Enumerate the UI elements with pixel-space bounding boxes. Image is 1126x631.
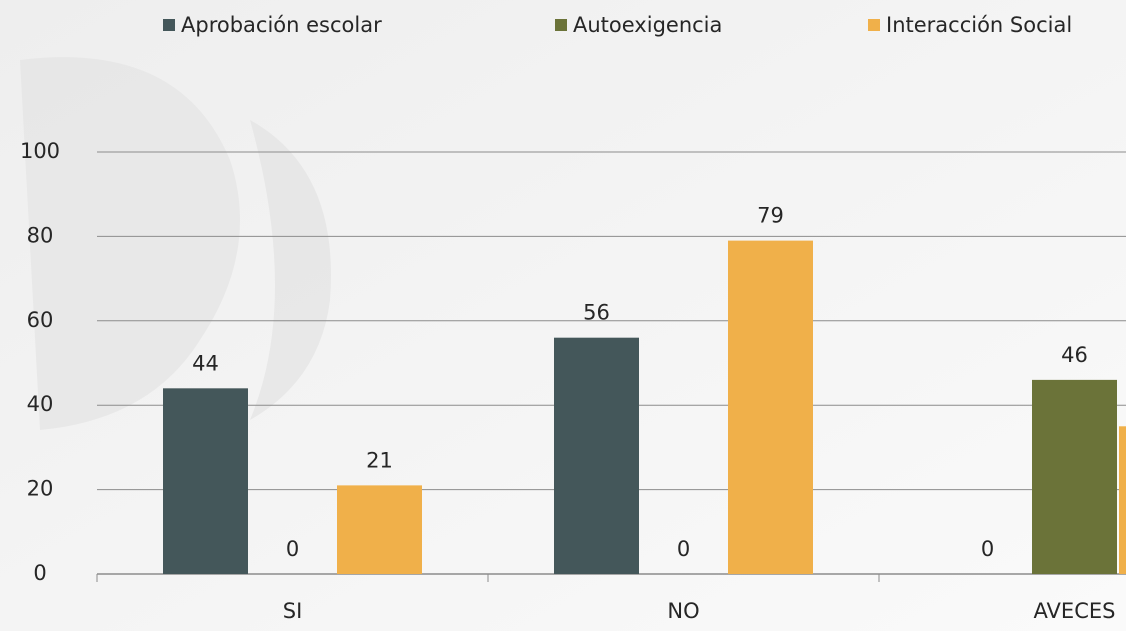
data-label: 0: [677, 537, 690, 561]
legend-label: Interacción Social: [886, 13, 1072, 37]
data-label: 44: [192, 351, 219, 375]
legend-swatch: [163, 19, 175, 31]
watermark: [20, 57, 240, 431]
legend-swatch: [555, 19, 567, 31]
bar: [1119, 426, 1126, 574]
bar: [728, 240, 813, 574]
legend-label: Aprobación escolar: [181, 13, 382, 37]
x-tick-label: NO: [667, 599, 699, 623]
bar: [337, 485, 422, 574]
legend-label: Autoexigencia: [573, 13, 722, 37]
data-label: 79: [757, 204, 784, 228]
x-tick-label: AVECES: [1034, 599, 1116, 623]
data-label: 0: [981, 537, 994, 561]
data-label: 46: [1061, 343, 1088, 367]
legend-swatch: [868, 19, 880, 31]
x-tick-label: SI: [283, 599, 303, 623]
data-label: 0: [286, 537, 299, 561]
bar: [163, 388, 248, 574]
y-tick-label: 0: [33, 561, 46, 585]
y-tick-label: 80: [27, 223, 54, 247]
y-tick-label: 60: [27, 308, 54, 332]
y-tick-label: 20: [27, 477, 54, 501]
bar: [554, 337, 639, 574]
data-label: 21: [366, 448, 393, 472]
bar: [1032, 379, 1117, 574]
watermark: [250, 120, 331, 420]
data-label: 56: [583, 301, 610, 325]
y-tick-label: 40: [27, 392, 54, 416]
y-tick-label: 100: [20, 139, 60, 163]
